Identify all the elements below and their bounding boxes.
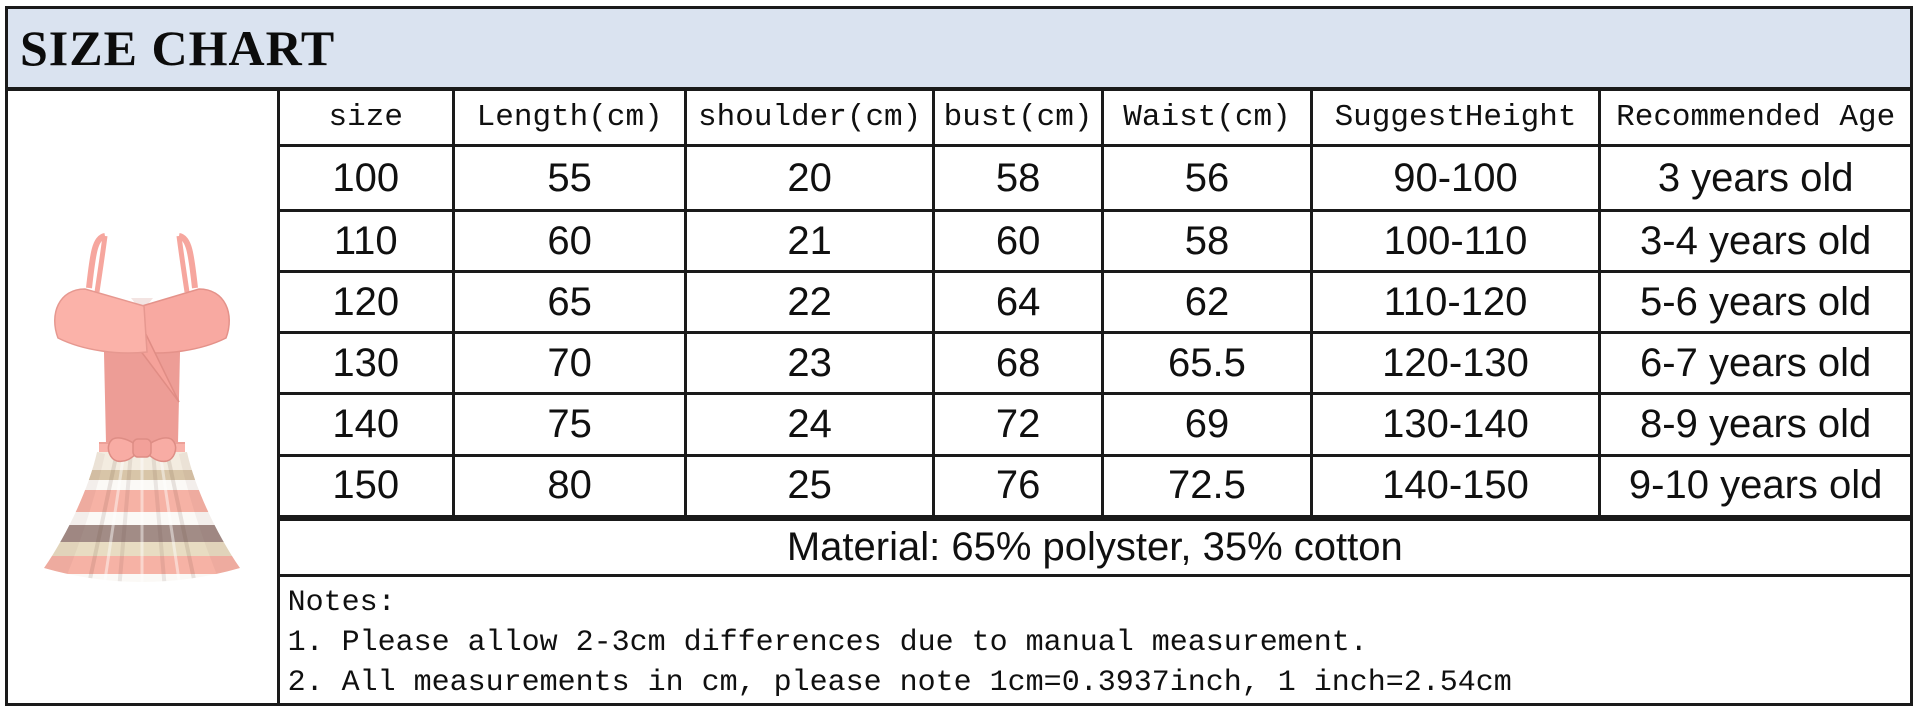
product-photo-cell bbox=[5, 88, 280, 706]
table-row: 150 80 25 76 72.5 140-150 9-10 years old bbox=[7, 454, 1913, 519]
dress-photo bbox=[44, 233, 241, 582]
collar-right bbox=[138, 288, 231, 354]
column-header-suggestheight: SuggestHeight bbox=[1309, 88, 1602, 147]
table-cell: 120 bbox=[276, 270, 455, 334]
notes-block: Notes: 1. Please allow 2-3cm differences… bbox=[276, 574, 1914, 706]
table-cell: 72 bbox=[931, 392, 1105, 457]
table-cell: 20 bbox=[684, 144, 935, 212]
table-cell: 150 bbox=[276, 454, 455, 519]
table-cell: 3 years old bbox=[1598, 144, 1913, 212]
material-row: Material: 65% polyster, 35% cotton bbox=[7, 514, 1914, 577]
strap-left-inner bbox=[94, 235, 108, 293]
table-cell: 75 bbox=[451, 392, 688, 457]
table-cell: 100 bbox=[276, 144, 455, 212]
table-row: 120 65 22 64 62 110-120 5-6 years old bbox=[7, 270, 1913, 334]
bow-left-wing bbox=[107, 437, 142, 463]
material-text: Material: 65% polyster, 35% cotton bbox=[276, 514, 1914, 577]
table-cell: 110 bbox=[276, 209, 455, 273]
table-cell: 100-110 bbox=[1309, 209, 1602, 273]
table-cell: 3-4 years old bbox=[1598, 209, 1913, 273]
table-cell: 68 bbox=[931, 331, 1105, 395]
column-header-waist: Waist(cm) bbox=[1101, 88, 1313, 147]
table-cell: 55 bbox=[451, 144, 688, 212]
table-cell: 60 bbox=[451, 209, 688, 273]
table-row: 130 70 23 68 65.5 120-130 6-7 years old bbox=[7, 331, 1913, 395]
dress-photo-wrap bbox=[9, 230, 275, 590]
column-header-shoulder: shoulder(cm) bbox=[684, 88, 935, 147]
column-header-bust: bust(cm) bbox=[931, 88, 1105, 147]
table-cell: 69 bbox=[1101, 392, 1313, 457]
note-line: 2. All measurements in cm, please note 1… bbox=[287, 666, 1512, 700]
table-cell: 24 bbox=[684, 392, 935, 457]
table-cell: 72.5 bbox=[1101, 454, 1313, 519]
size-table: size Length(cm) shoulder(cm) bust(cm) Wa… bbox=[5, 88, 1914, 706]
note-line: Notes: bbox=[287, 586, 396, 620]
table-cell: 23 bbox=[684, 331, 935, 395]
table-cell: 140 bbox=[276, 392, 455, 457]
table-cell: 21 bbox=[684, 209, 935, 273]
table-cell: 9-10 years old bbox=[1598, 454, 1913, 519]
table-row: 110 60 21 60 58 100-110 3-4 years old bbox=[7, 209, 1913, 273]
table-cell: 58 bbox=[931, 144, 1105, 212]
table-header-row: size Length(cm) shoulder(cm) bust(cm) Wa… bbox=[5, 88, 1913, 706]
note-line: 1. Please allow 2-3cm differences due to… bbox=[287, 626, 1368, 660]
table-cell: 76 bbox=[931, 454, 1105, 519]
column-header-recommended-age: Recommended Age bbox=[1598, 88, 1913, 147]
size-chart-banner: SIZE CHART bbox=[5, 6, 1913, 90]
table-cell: 140-150 bbox=[1309, 454, 1602, 519]
table-cell: 60 bbox=[931, 209, 1105, 273]
table-row: 140 75 24 72 69 130-140 8-9 years old bbox=[7, 392, 1913, 457]
table-cell: 58 bbox=[1101, 209, 1313, 273]
notes-row: Notes: 1. Please allow 2-3cm differences… bbox=[7, 574, 1914, 706]
table-cell: 90-100 bbox=[1309, 144, 1602, 212]
table-cell: 8-9 years old bbox=[1598, 392, 1913, 457]
page-title: SIZE CHART bbox=[20, 20, 336, 76]
column-header-length: Length(cm) bbox=[451, 88, 688, 147]
table-cell: 64 bbox=[931, 270, 1105, 334]
table-cell: 120-130 bbox=[1309, 331, 1602, 395]
strap-right-inner bbox=[176, 235, 190, 293]
skirt-stripes bbox=[44, 452, 241, 582]
table-cell: 110-120 bbox=[1309, 270, 1602, 334]
table-cell: 5-6 years old bbox=[1598, 270, 1913, 334]
table-cell: 80 bbox=[451, 454, 688, 519]
table-cell: 65.5 bbox=[1101, 331, 1313, 395]
table-cell: 22 bbox=[684, 270, 935, 334]
table-cell: 56 bbox=[1101, 144, 1313, 212]
column-header-size: size bbox=[276, 88, 455, 147]
bow-knot bbox=[132, 438, 153, 458]
table-cell: 62 bbox=[1101, 270, 1313, 334]
table-cell: 65 bbox=[451, 270, 688, 334]
bow-right-wing bbox=[143, 437, 177, 463]
table-cell: 6-7 years old bbox=[1598, 331, 1913, 395]
table-row: 100 55 20 58 56 90-100 3 years old bbox=[7, 144, 1913, 212]
table-cell: 25 bbox=[684, 454, 935, 519]
table-cell: 130-140 bbox=[1309, 392, 1602, 457]
table-cell: 70 bbox=[451, 331, 688, 395]
table-cell: 130 bbox=[276, 331, 455, 395]
collar-left bbox=[54, 288, 149, 354]
